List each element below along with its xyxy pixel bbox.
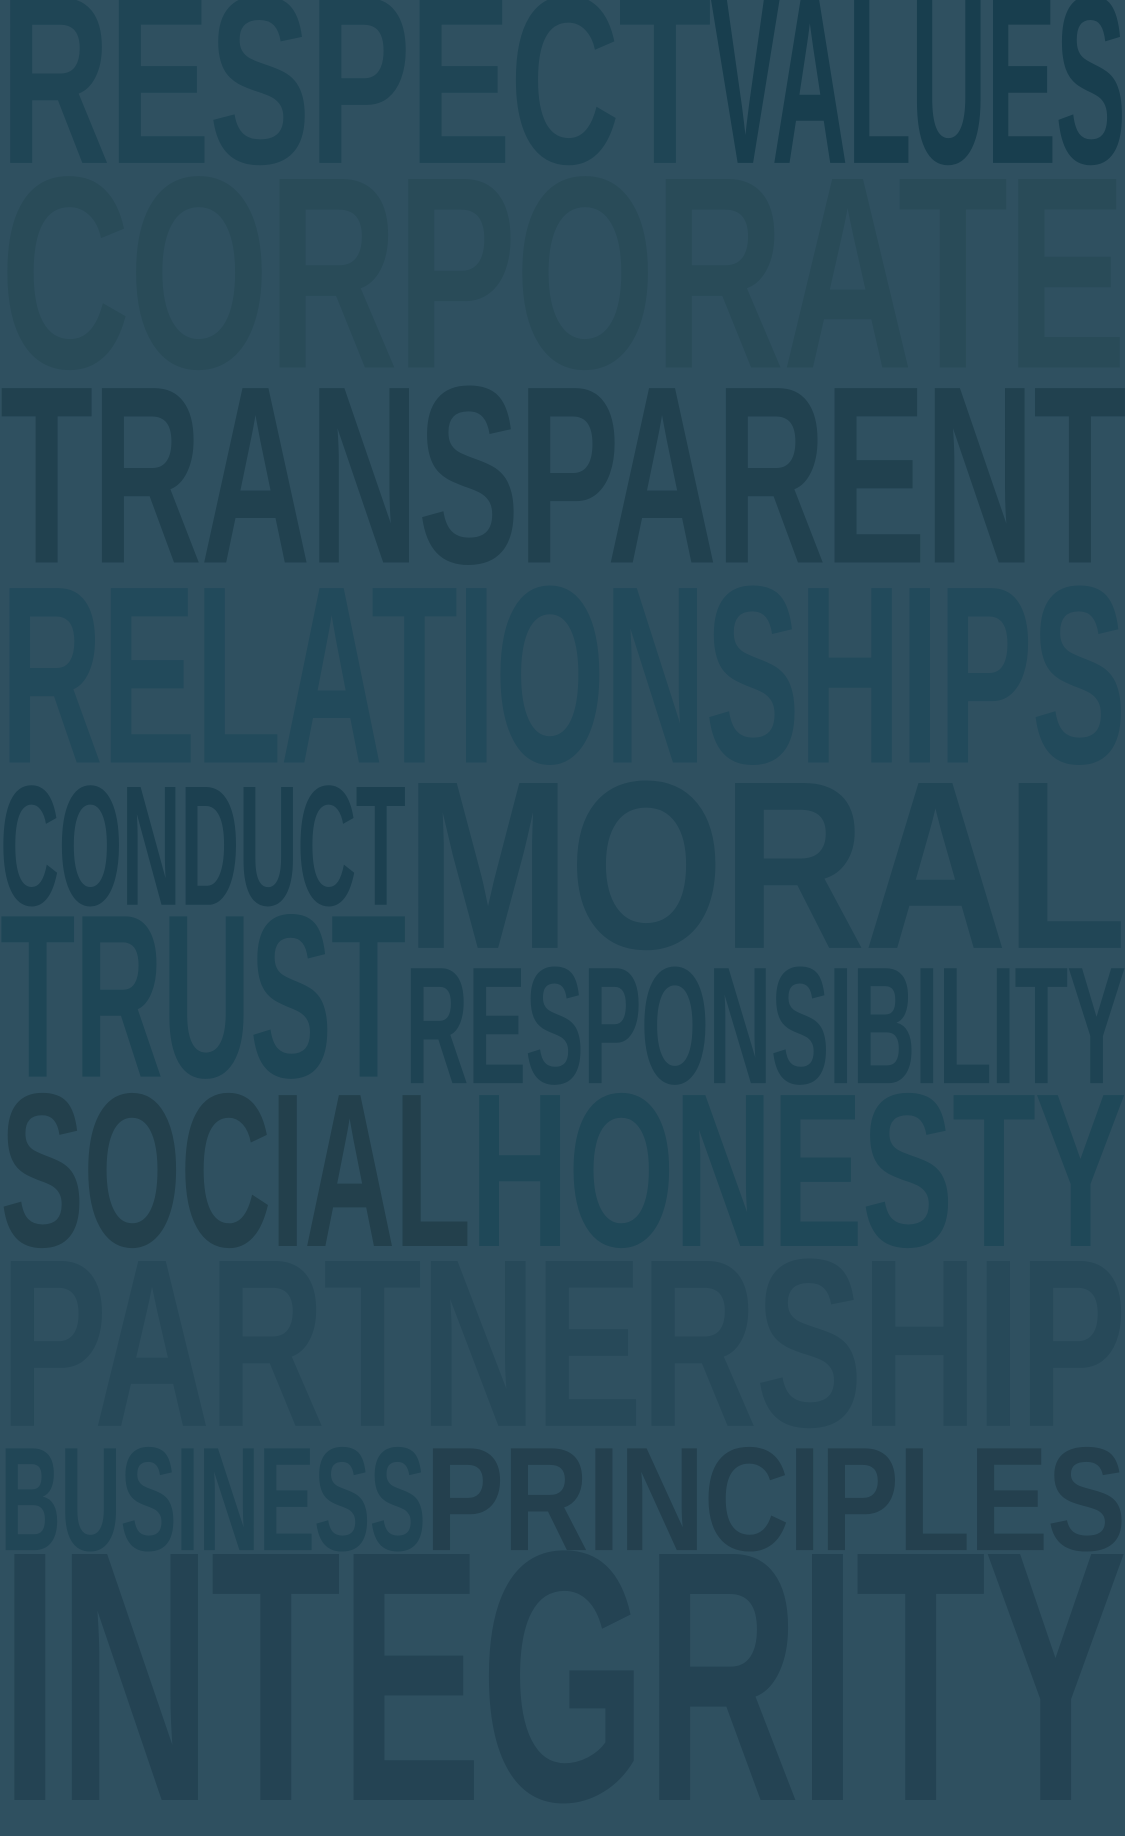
word-principles: PRINCIPLES [425,1416,1125,1583]
word-social: SOCIAL [0,1048,471,1295]
word-conduct: CONDUCT [0,750,406,943]
word-corporate: CORPORATE [0,120,1125,428]
word-values: VALUES [710,0,1125,216]
word-responsibility: RESPONSIBILITY [405,932,1125,1120]
word-respect: RESPECT [0,0,712,216]
word-relationships: RELATIONSHIPS [0,534,1125,819]
word-business: BUSINESS [0,1416,426,1583]
word-partnership: PARTNERSHIP [0,1210,1125,1479]
word-transparent: TRANSPARENT [0,334,1125,619]
word-honesty: HONESTY [470,1048,1125,1295]
word-trust: TRUST [0,866,406,1128]
word-moral: MORAL [405,732,1125,1001]
word-integrity: INTEGRITY [0,1478,1125,1836]
